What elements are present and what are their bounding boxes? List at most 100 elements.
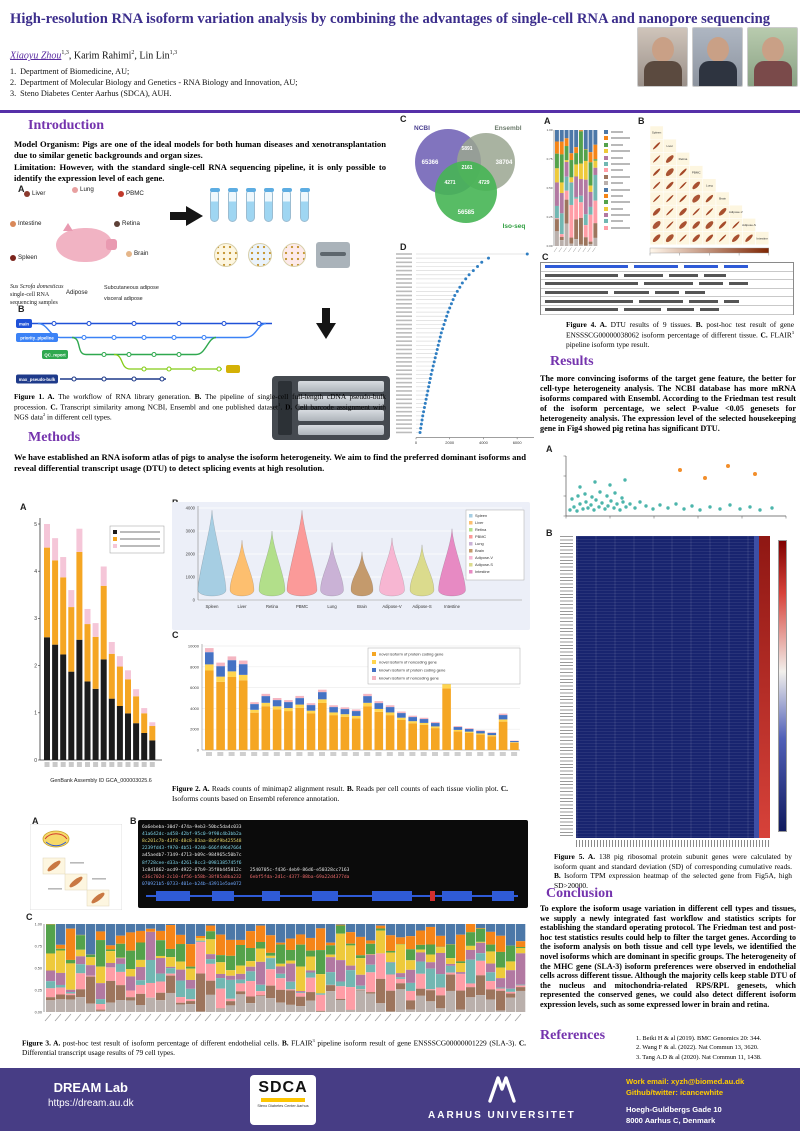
sequence-read: 070921b5-0733-401e-b24b-43911e5ae072: [142, 881, 242, 887]
svg-text:max_pseudo-bulk: max_pseudo-bulk: [19, 377, 56, 382]
legend-swatch: [604, 200, 608, 205]
svg-text:5: 5: [34, 522, 37, 528]
svg-text:0.00: 0.00: [35, 1011, 42, 1015]
svg-text:65366: 65366: [422, 160, 439, 166]
svg-text:Lung: Lung: [475, 541, 484, 546]
flair-result-table: [540, 262, 794, 315]
svg-text:6000: 6000: [190, 685, 200, 690]
sequence-read: c36c702d-2c10-4f56-b58b-38f85a8ba232 6eb…: [142, 874, 350, 880]
controller-icon: [316, 242, 350, 268]
sequence-reads: 6a6ebeba-30d7-474a-9eb3-50bc5da4c033 41a6…: [142, 824, 524, 888]
figure2-panel-c-label: C: [172, 630, 179, 640]
species-name: Sus Scrofa domesticus: [10, 284, 64, 290]
organ-diagram: Liver Lung PBMC Intestine Retina Spleen Brain …: [10, 186, 168, 314]
figure-4: A 1.00 0.75 0.50 0.25 0.00 B Spleen Liver Reti…: [538, 114, 796, 315]
sequence-read: 8c201c7b-43f8-48c8-83aa-8b6f9b425548: [142, 839, 242, 845]
cell-suspension-icon: [282, 243, 306, 267]
authors-line: Xiaoyu Zhou1,3, Karim Rahimi2, Lin Lin1,…: [10, 50, 178, 62]
figure-5: A B: [538, 444, 796, 850]
reads-count-bar-chart: 0 1 2 3 4 5 GenBank Assembly ID GCA_000003025.…: [34, 518, 165, 784]
organ-label-intestine: Intestine: [10, 220, 41, 227]
heatmap: [576, 536, 770, 838]
figure5-panel-a-label: A: [546, 444, 553, 454]
isoform-count-bar-chart: 0 2000 4000 6000 8000 10000 novel isoform of p…: [188, 644, 521, 756]
svg-text:2000: 2000: [445, 440, 455, 445]
contact-email: Work email: xyzh@biomed.au.dk: [626, 1077, 745, 1086]
svg-text:GenBank Assembly ID GCA_000003: GenBank Assembly ID GCA_000003025.6: [50, 778, 152, 784]
legend-swatch: [604, 225, 608, 230]
sample-tube-icon: [245, 188, 256, 222]
svg-text:Liver: Liver: [237, 604, 247, 609]
sample-tube-icon: [209, 188, 220, 222]
species-line-3: sequencing samples: [10, 299, 58, 306]
au-logo: AARHUS UNIVERSITET: [428, 1074, 576, 1121]
svg-text:PBMC: PBMC: [475, 534, 486, 539]
svg-text:5891: 5891: [461, 146, 472, 152]
conclusion-text: To explore the isoform usage variation i…: [540, 904, 796, 1009]
tissue-dtu-stacked-bars: 1.00 0.75 0.50 0.25 0.00: [547, 128, 598, 253]
sample-tubes: [209, 188, 310, 222]
table-row: [541, 263, 793, 272]
svg-text:3000: 3000: [186, 529, 196, 534]
svg-text:Spleen: Spleen: [652, 131, 662, 135]
organ-icon: [10, 220, 16, 227]
sample-tube-icon: [281, 188, 292, 222]
svg-text:0.00: 0.00: [547, 244, 553, 248]
legend-item: [604, 130, 630, 134]
legend-item: [604, 206, 630, 211]
legend-swatch: [604, 161, 608, 166]
sequence-read: 6a6ebeba-30d7-474a-9eb3-50bc5da4c033: [142, 825, 242, 830]
sdca-logo-subtext: Steno Diabetes Center Aarhus: [257, 1104, 309, 1108]
svg-text:4000: 4000: [190, 706, 200, 711]
legend-item: [604, 142, 630, 147]
contact-address-2: 8000 Aarhus C, Denmark: [626, 1116, 716, 1126]
dream-lab-url[interactable]: https://dream.au.dk: [48, 1098, 134, 1109]
svg-text:Brain: Brain: [719, 197, 726, 201]
footer: DREAM Lab https://dream.au.dk SDCA Steno…: [0, 1068, 800, 1131]
cell-suspensions: [214, 242, 350, 268]
legend-swatch: [604, 168, 608, 173]
svg-text:Intestine: Intestine: [757, 236, 769, 240]
violin-plot-panel: 0 1000 2000 3000 4000 Spleen Liver Retina PBMC Lu…: [172, 502, 530, 630]
figure3-panel-b-label: B: [130, 816, 137, 826]
affiliation-number: 1.: [10, 67, 17, 76]
svg-text:56585: 56585: [458, 210, 475, 216]
svg-text:Liver: Liver: [667, 144, 674, 148]
sdca-logo: SDCA Steno Diabetes Center Aarhus: [250, 1075, 316, 1125]
sd-scatter-plot: [563, 455, 787, 519]
section-heading-introduction: Introduction: [28, 118, 104, 133]
cell-suspension-icon: [248, 243, 272, 267]
legend-swatch: [604, 174, 608, 179]
affiliation-number: 3.: [10, 89, 17, 99]
svg-text:0.50: 0.50: [35, 967, 42, 971]
figure2-panel-a-label: A: [20, 502, 27, 512]
legend-item: [604, 187, 630, 192]
organ-icon: [24, 190, 30, 197]
author-photo-1: [637, 27, 688, 87]
author-name: Lin Lin: [139, 50, 170, 62]
svg-text:Adipose-V: Adipose-V: [382, 604, 402, 609]
species-label: Sus Scrofa domesticus single-cell RNA se…: [10, 284, 63, 307]
author-photos: [637, 27, 798, 87]
legend-item: [604, 155, 630, 160]
organ-label-liver: Liver: [24, 190, 45, 197]
contact-github: Github/twitter: icancewhite: [626, 1088, 724, 1098]
svg-text:0.25: 0.25: [547, 215, 553, 219]
organ-icon: [118, 190, 124, 197]
organ-label-brain: Brain: [126, 250, 148, 257]
organ-icon: [10, 254, 16, 261]
figure4-panel-b-label: B: [638, 116, 645, 126]
figure-3: A B 6a6ebeba-30d7-474a-9eb3-50bc5da4c033…: [12, 816, 532, 1066]
sample-tube-icon: [299, 188, 310, 222]
organ-icon: [114, 220, 120, 227]
legend-item: [604, 149, 630, 154]
legend-swatch: [604, 142, 608, 147]
adipose-label: Adipose: [66, 290, 88, 296]
figure1-panel-a-label: A: [18, 184, 25, 194]
posthoc-ellipse-plot: [30, 824, 122, 910]
svg-text:4: 4: [34, 569, 37, 575]
legend-item: [604, 200, 630, 205]
svg-text:PBMC: PBMC: [296, 604, 308, 609]
violin-plot: 0 1000 2000 3000 4000 Spleen Liver Retina PBMC Lu…: [186, 506, 525, 609]
